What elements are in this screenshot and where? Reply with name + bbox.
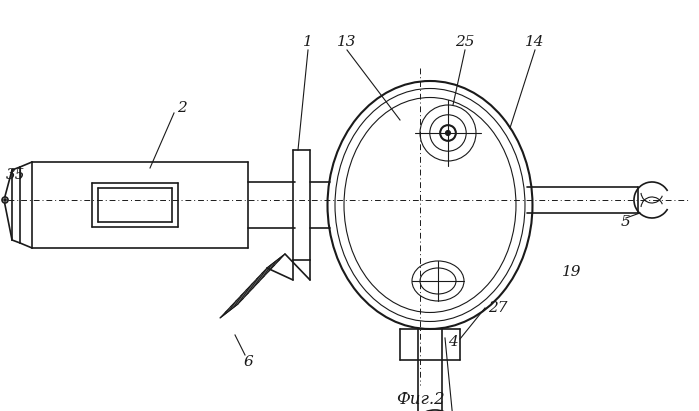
Text: 1: 1 [303, 35, 313, 49]
Text: 2: 2 [177, 101, 187, 115]
Text: 14: 14 [525, 35, 545, 49]
Text: 6: 6 [243, 355, 253, 369]
Text: 13: 13 [337, 35, 356, 49]
Circle shape [445, 130, 450, 136]
Text: 4: 4 [448, 335, 458, 349]
Text: 25: 25 [455, 35, 475, 49]
Text: 27: 27 [488, 301, 507, 315]
Text: 5: 5 [621, 215, 631, 229]
Text: 19: 19 [562, 265, 582, 279]
Circle shape [2, 197, 8, 203]
Circle shape [4, 199, 6, 201]
Text: 35: 35 [6, 168, 26, 182]
Text: Фиг.2: Фиг.2 [396, 391, 445, 409]
